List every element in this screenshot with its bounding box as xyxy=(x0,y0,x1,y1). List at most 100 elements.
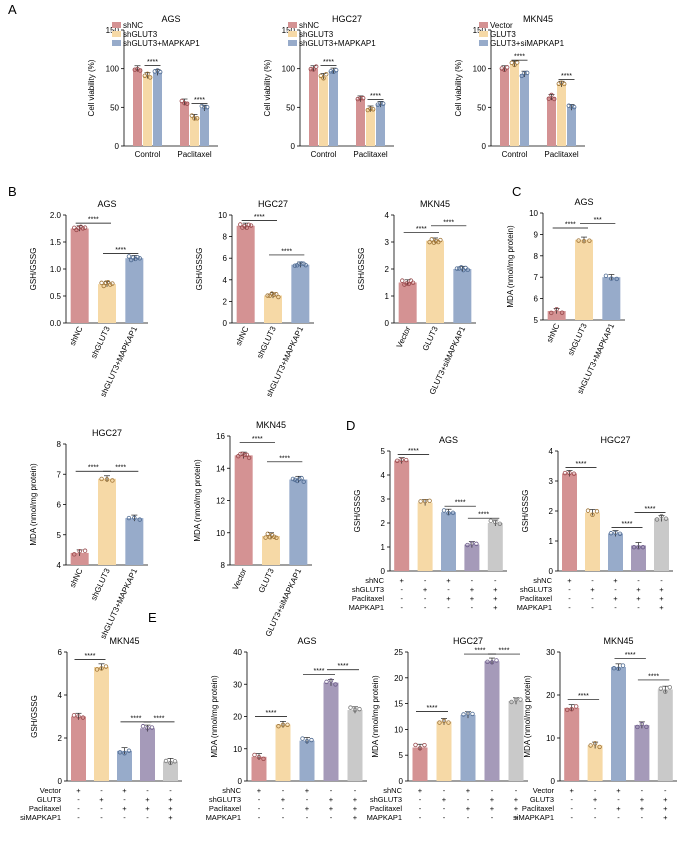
treatment-sign: + xyxy=(466,804,471,813)
data-point xyxy=(465,267,470,273)
x-tick-label: Paclitaxel xyxy=(353,150,387,159)
data-point xyxy=(368,106,373,111)
bar xyxy=(460,714,476,781)
treatment-sign: + xyxy=(593,795,598,804)
data-point xyxy=(309,737,314,743)
bar xyxy=(323,682,339,781)
data-point xyxy=(355,96,360,102)
data-point xyxy=(410,280,416,286)
significance-label: **** xyxy=(561,73,572,80)
y-axis-label: Cell viability (%) xyxy=(454,59,463,116)
y-tick-label: 2 xyxy=(58,734,63,743)
data-point xyxy=(246,222,252,227)
treatment-sign: - xyxy=(123,795,126,804)
bar xyxy=(366,108,375,146)
data-point xyxy=(314,64,319,69)
data-point xyxy=(616,666,621,672)
data-point xyxy=(318,73,323,79)
data-point xyxy=(513,697,519,702)
data-point xyxy=(72,552,77,557)
chart-C3: MKN45 8 10 12 14 16 MDA (nmol/mg protein) Vecto… xyxy=(193,420,312,638)
y-tick-label: 20 xyxy=(233,713,242,722)
treatment-sign: - xyxy=(77,795,80,804)
treatment-sign: - xyxy=(594,813,597,822)
data-point xyxy=(76,225,81,231)
treatment-label: shNC xyxy=(383,786,402,795)
treatment-sign: + xyxy=(493,603,498,612)
data-point xyxy=(101,283,106,289)
data-point xyxy=(272,534,277,539)
treatment-sign: + xyxy=(400,576,405,585)
treatment-sign: - xyxy=(258,804,261,813)
legend-label: shGLUT3 xyxy=(123,30,158,39)
y-tick-label: 5 xyxy=(381,447,386,456)
treatment-sign: - xyxy=(467,795,470,804)
data-point xyxy=(132,515,137,521)
y-tick-label: 0 xyxy=(238,777,243,786)
bar xyxy=(117,750,132,781)
data-point xyxy=(163,758,169,764)
treatment-sign: + xyxy=(145,804,150,813)
bar xyxy=(356,98,365,146)
treatment-sign: - xyxy=(491,813,494,822)
data-point xyxy=(244,225,249,231)
significance-label: **** xyxy=(514,54,525,61)
data-point xyxy=(493,519,498,525)
y-axis-label: GSH/GSSG xyxy=(353,490,362,533)
treatment-sign: - xyxy=(515,786,518,795)
y-tick-label: 50 xyxy=(286,103,295,112)
significance-label: **** xyxy=(622,521,633,528)
chart-title: HGC27 xyxy=(453,636,483,646)
bar xyxy=(236,225,255,323)
data-point xyxy=(152,69,157,74)
treatment-sign: - xyxy=(614,603,617,612)
legend-swatch xyxy=(479,31,488,37)
data-point xyxy=(202,105,207,110)
treatment-sign: + xyxy=(281,795,286,804)
data-point xyxy=(172,759,178,764)
data-point xyxy=(402,282,407,287)
y-tick-label: 6 xyxy=(58,648,63,657)
data-point xyxy=(609,276,614,281)
data-point xyxy=(274,535,279,540)
treatment-sign: - xyxy=(400,585,403,594)
significance-label: **** xyxy=(147,59,158,66)
treatment-sign: - xyxy=(123,813,126,822)
y-tick-label: 0 xyxy=(549,567,554,576)
treatment-sign: - xyxy=(591,576,594,585)
y-tick-label: 14 xyxy=(216,464,225,473)
treatment-label: Paclitaxel xyxy=(352,594,384,603)
treatment-sign: - xyxy=(419,804,422,813)
data-point xyxy=(502,67,507,72)
bar xyxy=(200,108,209,146)
significance-label: **** xyxy=(281,248,292,255)
data-point xyxy=(497,521,502,527)
significance-label: **** xyxy=(279,455,290,462)
panel-label-C: C xyxy=(512,184,521,199)
data-point xyxy=(427,239,432,245)
bar xyxy=(98,478,116,565)
bar xyxy=(98,284,116,323)
y-tick-label: 150 xyxy=(473,26,487,35)
bar xyxy=(575,239,593,320)
significance-label: **** xyxy=(427,705,438,712)
y-tick-label: 0 xyxy=(381,567,386,576)
data-point xyxy=(274,292,279,297)
data-point xyxy=(594,509,600,514)
chart-A3: MKN45 0 50 100 150 Cell viability (%) Control P… xyxy=(454,14,585,159)
data-point xyxy=(297,261,302,266)
treatment-sign: + xyxy=(613,594,618,603)
bar xyxy=(163,761,178,781)
treatment-sign: + xyxy=(305,804,310,813)
treatment-sign: - xyxy=(641,813,644,822)
data-point xyxy=(556,81,561,86)
x-tick-label: Paclitaxel xyxy=(544,150,578,159)
bar xyxy=(602,277,621,320)
data-point xyxy=(663,689,668,694)
data-point xyxy=(378,101,383,106)
y-tick-label: 100 xyxy=(282,65,296,74)
panel-label-E: E xyxy=(148,610,157,625)
data-point xyxy=(311,67,316,72)
